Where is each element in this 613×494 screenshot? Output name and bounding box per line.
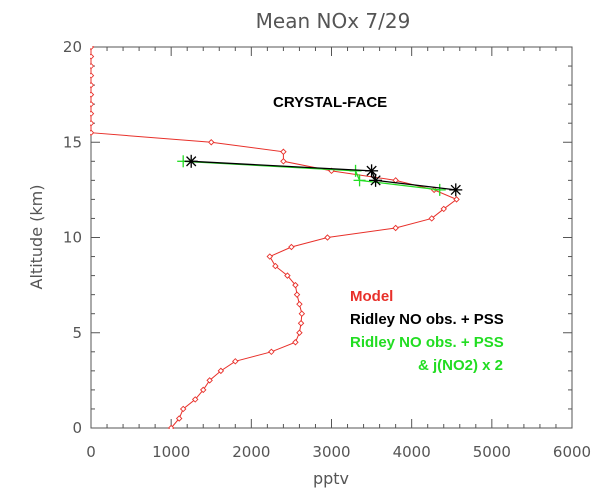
legend-ridley-pss: Ridley NO obs. + PSS bbox=[350, 311, 504, 328]
series-0 bbox=[90, 46, 460, 429]
chart-title: Mean NOx 7/29 bbox=[256, 9, 411, 33]
data-point-diamond bbox=[90, 100, 95, 108]
minor-ticks bbox=[91, 47, 572, 428]
y-tick-labels: 0 5 10 15 20 bbox=[63, 38, 82, 437]
data-point-diamond bbox=[217, 367, 225, 375]
series-2 bbox=[177, 155, 446, 196]
x-tick-label: 6000 bbox=[553, 443, 591, 461]
data-point-diamond bbox=[199, 386, 207, 394]
x-tick-labels: 0 1000 2000 3000 4000 5000 6000 bbox=[86, 443, 591, 461]
x-tick-label: 5000 bbox=[473, 443, 511, 461]
data-point-diamond bbox=[90, 62, 95, 70]
x-tick-label: 3000 bbox=[312, 443, 350, 461]
data-point-diamond bbox=[324, 234, 331, 241]
data-point-diamond bbox=[191, 396, 199, 403]
series-1 bbox=[184, 154, 463, 197]
x-tick-label: 4000 bbox=[393, 443, 431, 461]
data-point-diamond bbox=[298, 310, 306, 317]
legend-ridley-jno2-line1: Ridley NO obs. + PSS bbox=[350, 334, 504, 351]
x-tick-label: 0 bbox=[86, 443, 96, 461]
data-point-diamond bbox=[292, 339, 299, 346]
y-tick-label: 10 bbox=[63, 229, 82, 247]
data-point-diamond bbox=[208, 139, 215, 146]
data-point-diamond bbox=[440, 205, 447, 213]
data-point-diamond bbox=[272, 262, 279, 270]
y-tick-label: 0 bbox=[72, 419, 82, 437]
data-point-diamond bbox=[90, 110, 95, 117]
data-point-diamond bbox=[297, 319, 305, 327]
y-tick-label: 5 bbox=[72, 324, 82, 342]
data-point-diamond bbox=[167, 424, 175, 429]
data-point-asterisk bbox=[449, 183, 463, 197]
x-tick-label: 2000 bbox=[232, 443, 270, 461]
legend-ridley-jno2-line2: & j(NO2) x 2 bbox=[418, 357, 503, 374]
data-point-asterisk bbox=[365, 164, 379, 178]
data-point-asterisk bbox=[369, 173, 383, 187]
data-point-plus bbox=[353, 174, 366, 187]
data-point-diamond bbox=[90, 91, 95, 98]
data-point-diamond bbox=[232, 358, 239, 365]
data-point-diamond bbox=[280, 148, 287, 156]
data-point-diamond bbox=[206, 377, 213, 384]
data-point-diamond bbox=[280, 158, 287, 165]
data-point-diamond bbox=[288, 243, 295, 251]
series-layer bbox=[90, 46, 463, 429]
data-point-diamond bbox=[179, 405, 187, 413]
legend: Model Ridley NO obs. + PSS Ridley NO obs… bbox=[350, 288, 504, 374]
data-point-diamond bbox=[175, 415, 183, 422]
data-point-diamond bbox=[392, 224, 399, 232]
data-point-diamond bbox=[453, 196, 460, 203]
data-point-plus bbox=[433, 183, 446, 196]
data-point-diamond bbox=[428, 215, 435, 222]
data-point-diamond bbox=[292, 281, 299, 289]
y-axis-title: Altitude (km) bbox=[27, 185, 46, 290]
data-point-diamond bbox=[90, 46, 95, 51]
data-point-diamond bbox=[90, 53, 95, 60]
data-point-diamond bbox=[268, 348, 275, 356]
data-point-diamond bbox=[90, 119, 95, 127]
x-tick-label: 1000 bbox=[152, 443, 190, 461]
data-point-diamond bbox=[296, 329, 303, 336]
y-tick-label: 20 bbox=[63, 38, 82, 56]
data-point-asterisk bbox=[184, 154, 198, 168]
data-point-diamond bbox=[296, 300, 303, 308]
data-point-diamond bbox=[284, 272, 291, 279]
data-point-diamond bbox=[266, 253, 274, 260]
data-point-diamond bbox=[90, 129, 95, 136]
data-point-diamond bbox=[90, 81, 95, 89]
x-axis-title: pptv bbox=[313, 469, 349, 488]
series-line bbox=[191, 160, 456, 191]
series-line bbox=[183, 160, 440, 191]
data-point-diamond bbox=[293, 291, 301, 298]
data-point-diamond bbox=[90, 72, 95, 79]
crystal-face-annotation: CRYSTAL-FACE bbox=[273, 94, 387, 111]
legend-model: Model bbox=[350, 288, 393, 305]
y-tick-label: 15 bbox=[63, 133, 82, 151]
